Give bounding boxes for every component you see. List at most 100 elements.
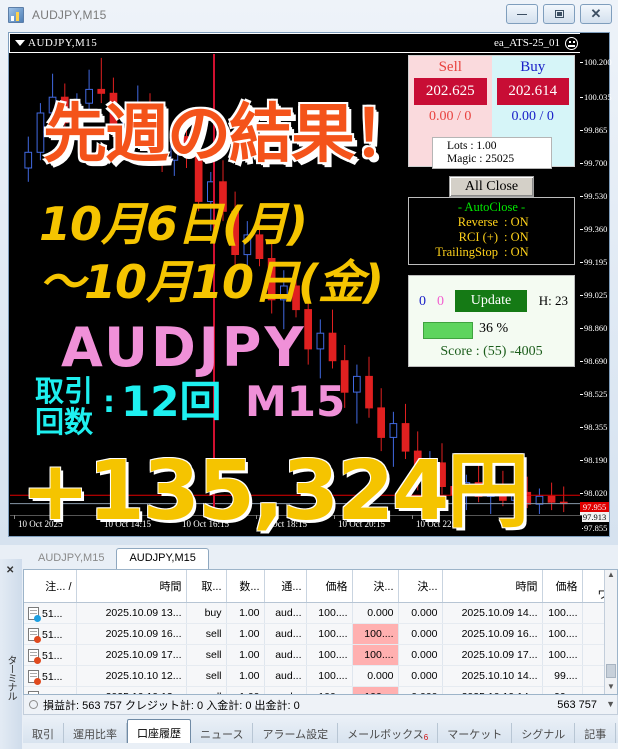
terminal-tab-1[interactable]: 運用比率: [64, 723, 127, 743]
price-tick: 98.525: [580, 389, 609, 400]
terminal-bottom-tabs[interactable]: 取引運用比率口座履歴ニュースアラーム設定メールボックス6マーケットシグナル記事ラ…: [23, 717, 618, 743]
close-icon[interactable]: ✕: [6, 565, 15, 576]
grid-scrollbar[interactable]: ▲ ▼: [604, 570, 617, 694]
time-tick: 10 Oct 22:15: [412, 515, 463, 529]
time-scale[interactable]: 10 Oct 2025 10 Oct 14:15 10 Oct 16:15 10…: [10, 515, 582, 536]
cell-type: sell: [186, 665, 227, 687]
title-bar: AUDJPY,M15 ✕: [0, 0, 618, 30]
cell-symbol: aud...: [264, 644, 307, 666]
scroll-up-icon[interactable]: ▲: [607, 570, 615, 579]
chart-header: AUDJPY,M15 ea_ATS-25_01: [9, 33, 582, 53]
total-profit: 損益計: 563 757: [43, 699, 122, 712]
time-tick: 10 Oct 18:15: [256, 515, 307, 529]
overlay-kanji-trade: 取引: [35, 374, 94, 408]
table-row[interactable]: 51... 2025.10.09 17... sell 1.00 aud... 100..…: [24, 644, 617, 666]
cell-sl: 0.000: [352, 602, 399, 624]
all-close-button[interactable]: All Close: [449, 176, 534, 197]
col-price-open[interactable]: 価格: [306, 570, 353, 603]
time-tick: 10 Oct 14:15: [100, 515, 151, 529]
autoclose-title: - AutoClose -: [457, 200, 526, 214]
cell-time-open: 2025.10.10 12...: [76, 665, 187, 687]
terminal-tab-0[interactable]: 取引: [23, 723, 64, 743]
total-deposit: 入金計: 0: [206, 699, 252, 712]
price-current-red: 97.955: [580, 502, 609, 512]
col-sl[interactable]: 決...: [352, 570, 399, 603]
cell-tp: 0.000: [398, 602, 443, 624]
chart-symbol-label: AUDJPY,M15: [28, 37, 98, 49]
cell-volume: 1.00: [226, 623, 265, 645]
price-tick: 97.855: [580, 523, 609, 534]
col-time-close[interactable]: 時間: [442, 570, 543, 603]
cell-price-close: 100....: [542, 644, 583, 666]
cell-volume: 1.00: [226, 644, 265, 666]
overlay-timeframe: M15: [245, 377, 346, 426]
terminal-tab-2[interactable]: 口座履歴: [127, 719, 191, 743]
price-tick: 99.530: [580, 191, 609, 202]
lots-line: Lots : 1.00: [447, 140, 497, 152]
autoclose-row[interactable]: RCI (+) : ON: [409, 230, 574, 245]
chart-window[interactable]: AUDJPY,M15 ea_ATS-25_01 100.200 100.035 …: [8, 32, 612, 539]
order-sell-icon: [28, 690, 39, 694]
terminal-tab-8[interactable]: 記事: [575, 723, 617, 743]
progress-percent: 36 %: [479, 321, 509, 336]
chart-tab-2[interactable]: AUDJPY,M15: [116, 548, 209, 569]
cell-time-close: 2025.10.09 14...: [442, 602, 543, 624]
col-symbol[interactable]: 通...: [264, 570, 307, 603]
price-tick: 100.035: [580, 92, 612, 103]
time-tick: 10 Oct 20:15: [334, 515, 385, 529]
scrollbar-thumb[interactable]: [606, 664, 616, 678]
col-tp[interactable]: 決...: [398, 570, 443, 603]
update-button[interactable]: Update: [455, 290, 527, 312]
price-scale[interactable]: 100.200 100.035 99.865 99.700 99.530 99.…: [580, 33, 612, 536]
cell-tp: 0.000: [398, 665, 443, 687]
chart-tabs[interactable]: AUDJPY,M15 AUDJPY,M15: [26, 548, 209, 569]
table-row[interactable]: 51...2025.10.10 13...sell1.00aud...100..…: [24, 686, 617, 694]
terminal-tab-5[interactable]: メールボックス6: [338, 723, 439, 743]
price-tick: 98.690: [580, 356, 609, 367]
price-tick: 98.355: [580, 422, 609, 433]
table-header-row: 注... / 時間 取... 数... 通... 価格 決... 決... 時間…: [24, 570, 617, 603]
lots-magic-box: Lots : 1.00 Magic : 25025: [432, 137, 552, 169]
autoclose-row[interactable]: Reverse : ON: [409, 215, 574, 230]
table-row[interactable]: 51... 2025.10.10 12... sell 1.00 aud... 100..…: [24, 665, 617, 687]
table-row[interactable]: 51... 2025.10.09 13... buy 1.00 aud... 100...…: [24, 602, 617, 624]
scroll-down-icon[interactable]: ▼: [607, 682, 615, 691]
autoclose-row[interactable]: TrailingStop : ON: [409, 245, 574, 260]
cell-type: buy: [186, 602, 227, 624]
cell-volume: 1.00: [226, 686, 265, 694]
terminal-tab-7[interactable]: シグナル: [512, 723, 576, 743]
overlay-kanji-count: 回数: [35, 405, 94, 439]
chevron-down-icon[interactable]: [15, 40, 25, 46]
terminal-tab-6[interactable]: マーケット: [438, 723, 513, 743]
totals-bar: 損益計: 563 757 クレジット計: 0 入金計: 0 出金計: 0 563…: [23, 695, 618, 715]
window-controls: ✕: [506, 4, 612, 24]
chevron-down-icon[interactable]: ▼: [606, 699, 615, 709]
col-time-open[interactable]: 時間: [76, 570, 187, 603]
maximize-button[interactable]: [543, 4, 575, 24]
cell-symbol: aud...: [264, 602, 307, 624]
col-volume[interactable]: 数...: [226, 570, 265, 603]
chart-tab-1[interactable]: AUDJPY,M15: [38, 552, 105, 564]
candles-svg: [10, 54, 582, 515]
cell-type: sell: [186, 623, 227, 645]
col-price-close[interactable]: 価格: [542, 570, 583, 603]
minimize-button[interactable]: [506, 4, 538, 24]
cell-price-close: 99....: [542, 686, 583, 694]
cell-sl: 100....: [352, 644, 399, 666]
cell-type: sell: [186, 644, 227, 666]
overlay-profit: +135,324円: [21, 444, 529, 539]
ea-control-panel[interactable]: Sell 202.625 0.00 / 0 Buy 202.614 0.00 /…: [408, 55, 575, 367]
order-sell-icon: [28, 648, 41, 664]
table-row[interactable]: 51... 2025.10.09 16... sell 1.00 aud... 100..…: [24, 623, 617, 645]
autoclose-box: - AutoClose - Reverse : ON RCI (+) : ON …: [408, 197, 575, 265]
account-history-grid[interactable]: 注... / 時間 取... 数... 通... 価格 決... 決... 時間…: [23, 569, 618, 695]
cell-symbol: aud...: [264, 686, 307, 694]
overlay-date-to: 〜10月10日(金): [39, 255, 384, 309]
price-tick: 98.020: [580, 488, 609, 499]
terminal-vertical-label: ターミナル: [5, 655, 16, 700]
col-type[interactable]: 取...: [186, 570, 227, 603]
terminal-tab-4[interactable]: アラーム設定: [253, 723, 339, 743]
col-order[interactable]: 注... /: [24, 570, 77, 603]
close-button[interactable]: ✕: [580, 4, 612, 24]
terminal-tab-3[interactable]: ニュース: [191, 723, 254, 743]
